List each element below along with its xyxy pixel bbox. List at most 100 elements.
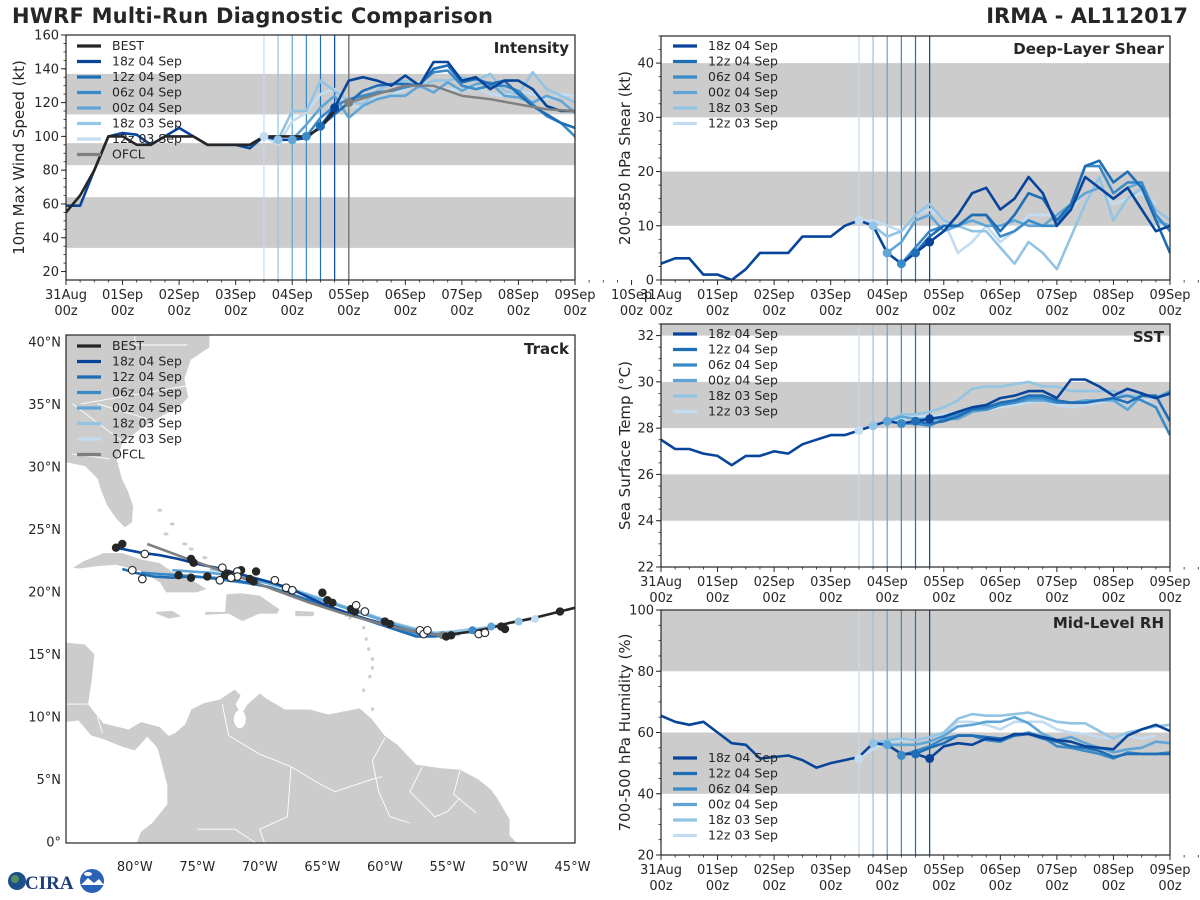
land-bahamas <box>181 541 189 547</box>
x-tick-label: 05Sep <box>923 863 964 878</box>
x-tick-label: 08Sep <box>1093 575 1134 590</box>
init-point-marker <box>882 416 892 426</box>
x-tick-label: 00z <box>706 879 730 894</box>
y-tick-label: 40 <box>637 787 654 802</box>
x-tick-label: 02Sep <box>159 288 200 303</box>
y-tick-label: 20 <box>637 165 654 180</box>
x-tick-label: 31Aug <box>640 575 682 590</box>
y-tick-label: 40 <box>42 231 59 246</box>
y-axis-label: 200-850 hPa Shear (kt) <box>616 71 634 245</box>
legend-entry: 18z 03 Sep <box>112 416 182 431</box>
series-line-12z-04-sep <box>914 159 1170 255</box>
storm-title: IRMA - AL112017 <box>986 4 1188 28</box>
x-tick-label: 00z <box>989 879 1013 894</box>
y-tick-label: 0 <box>646 274 654 289</box>
country-border <box>96 716 103 734</box>
track-marker-filled <box>500 624 510 634</box>
x-tick-label: 00z <box>762 304 786 319</box>
legend-entry: 12z 04 Sep <box>112 69 182 84</box>
track-marker-open <box>351 600 361 610</box>
x-tick-label: 00z <box>1158 879 1182 894</box>
series-line-12z-04-sep <box>915 394 1170 425</box>
land-puerto-rico <box>294 609 316 617</box>
x-tick-label: 00z <box>876 591 900 606</box>
x-tick-label: 00z <box>1102 591 1126 606</box>
track-marker-open <box>270 575 280 585</box>
x-tick-label: 00z <box>819 304 843 319</box>
track-marker-open <box>140 549 150 559</box>
x-tick-label: 00z <box>649 591 673 606</box>
y-axis-label: 10m Max Wind Speed (kt) <box>10 60 28 255</box>
legend-entry: 00z 04 Sep <box>708 373 778 388</box>
track-marker-filled <box>385 619 395 629</box>
legend-entry: BEST <box>112 38 144 53</box>
series-line-18z-04-sep <box>661 714 1170 770</box>
track-marker-open <box>480 628 490 638</box>
init-point-marker <box>259 131 269 141</box>
series-group <box>661 378 1170 467</box>
track-marker-open <box>288 585 297 595</box>
legend-entry: OFCL <box>112 147 145 162</box>
land-island <box>370 656 375 662</box>
series-line-ofcl <box>348 84 575 113</box>
plot-frame <box>65 334 576 844</box>
main-title: HWRF Multi-Run Diagnostic Comparison <box>12 4 494 28</box>
x-tick-label: 09Sep <box>554 288 595 303</box>
land-south-america <box>66 641 519 843</box>
init-point-marker <box>330 103 340 113</box>
series-line-12z-04-sep <box>914 732 1170 759</box>
state-border <box>97 403 148 420</box>
legend-entry: 06z 04 Sep <box>708 69 778 84</box>
init-point-marker <box>273 135 283 145</box>
legend-entry: 06z 04 Sep <box>112 85 182 100</box>
state-border <box>80 384 192 405</box>
y-tick-label: 20 <box>42 265 59 280</box>
series-line-18z-03-sep <box>872 711 1170 745</box>
land-north-america <box>66 335 211 529</box>
legend-entry: 12z 03 Sep <box>708 404 778 419</box>
x-tick-label: 00z <box>989 591 1013 606</box>
init-point-marker <box>911 416 920 426</box>
land-island <box>370 706 375 712</box>
legend-entry: 06z 04 Sep <box>708 357 778 372</box>
legend-entry: 18z 03 Sep <box>708 100 778 115</box>
legend-entry: 00z 04 Sep <box>112 400 182 415</box>
lat-tick-label: 25°N <box>28 523 61 538</box>
legend-entry: 12z 03 Sep <box>708 828 778 843</box>
track-init-marker <box>514 617 523 626</box>
legend-entry: 12z 03 Sep <box>708 116 778 131</box>
lat-tick-label: 30°N <box>28 460 61 475</box>
x-tick-label: 00z <box>819 879 843 894</box>
y-axis-label: Sea Surface Temp (°C) <box>616 361 634 530</box>
x-tick-label: 00z <box>450 304 474 319</box>
track-marker-open <box>226 573 236 583</box>
init-point-marker <box>896 259 906 269</box>
x-tick-label: 00z <box>620 304 644 319</box>
x-tick-label: 00z <box>649 304 673 319</box>
y-tick-label: 100 <box>34 130 59 145</box>
x-tick-label: 06Sep <box>980 863 1021 878</box>
y-tick-label: 100 <box>629 604 654 619</box>
land-cuba <box>71 552 209 594</box>
x-tick-label: 00z <box>876 304 900 319</box>
x-tick-label: 01Sep <box>102 288 143 303</box>
land-island <box>367 673 373 680</box>
x-tick-label: 04Sep <box>867 575 908 590</box>
legend-entry: 00z 04 Sep <box>708 85 778 100</box>
panel-title: Intensity <box>494 39 570 57</box>
series-line-00z-04-sep <box>887 715 1170 754</box>
x-tick-label: 00z <box>706 591 730 606</box>
legend-entry: OFCL <box>112 447 145 462</box>
x-tick-label: 07Sep <box>441 288 482 303</box>
pacific-water <box>66 720 168 843</box>
cira-logo: CIRA <box>8 869 104 894</box>
x-tick-label: 00z <box>649 879 673 894</box>
series-line-06z-04-sep <box>901 394 1170 436</box>
land-island <box>361 625 367 631</box>
x-tick-label: 07Sep <box>1036 288 1077 303</box>
series-line-12z-04-sep <box>319 64 575 131</box>
init-point-marker <box>868 221 878 231</box>
